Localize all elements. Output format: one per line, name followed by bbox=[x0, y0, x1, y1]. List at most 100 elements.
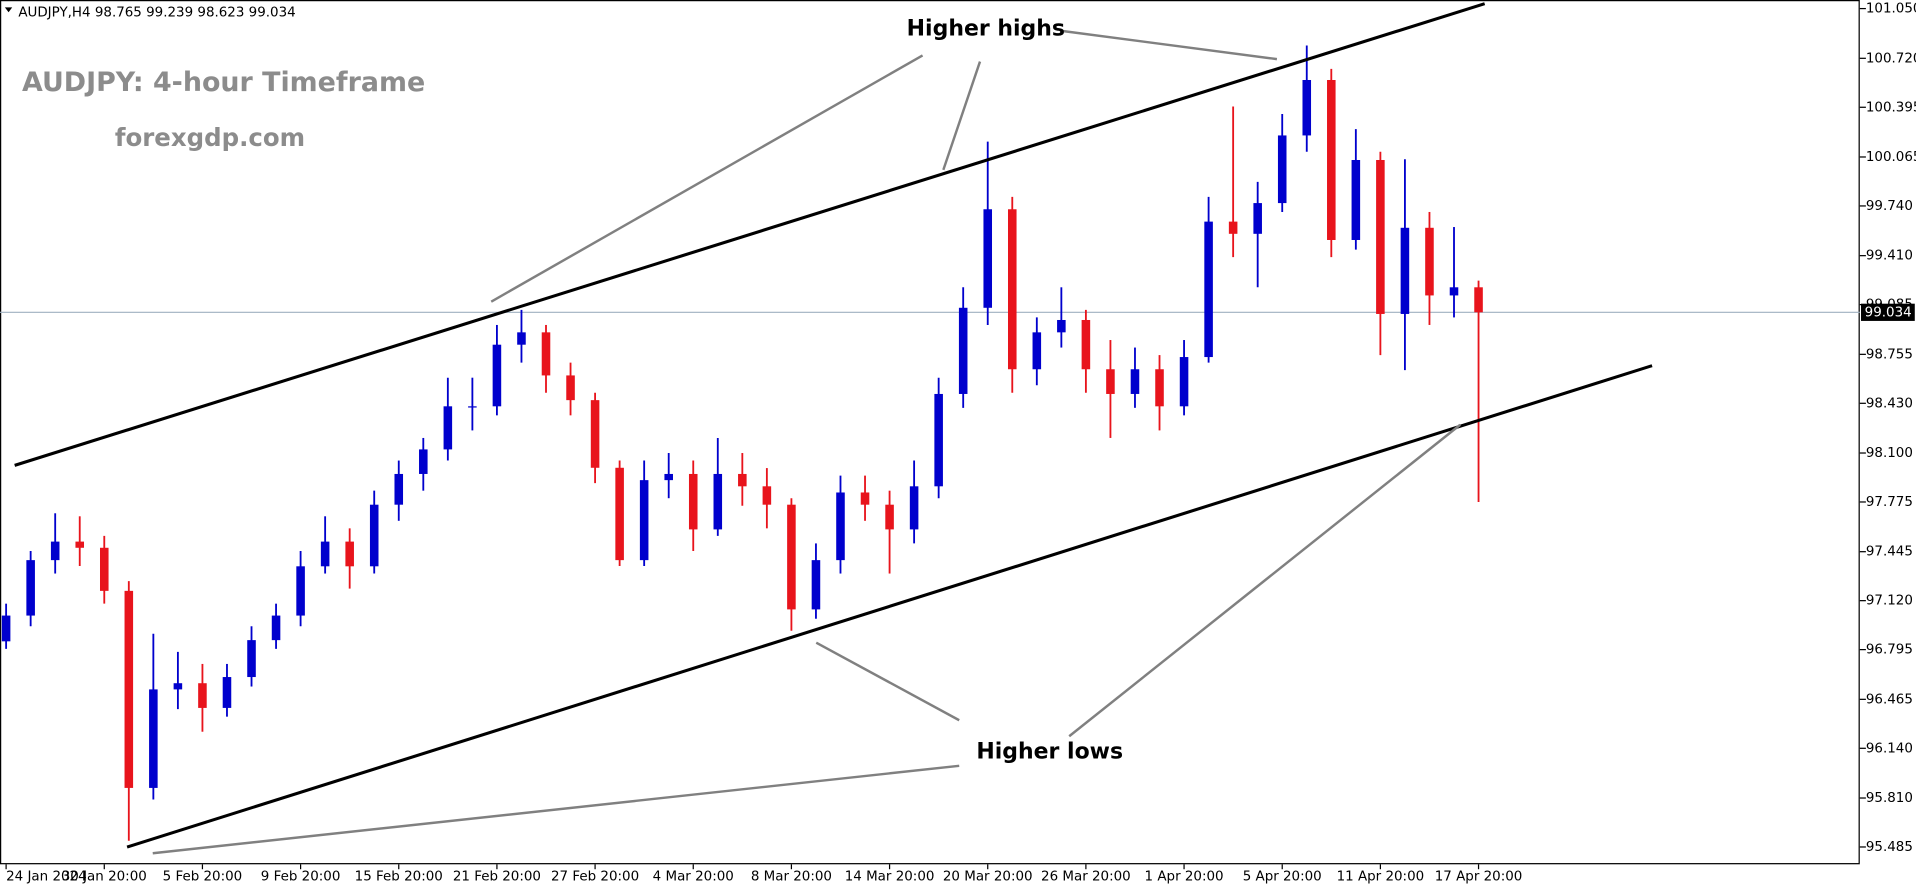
x-tick-label: 1 Apr 20:00 bbox=[1145, 869, 1224, 884]
y-tick-label: 98.100 bbox=[1866, 445, 1913, 461]
candle-body bbox=[885, 504, 894, 530]
pointer-line bbox=[1068, 423, 1461, 738]
candle-body bbox=[1228, 221, 1238, 234]
candle-body bbox=[615, 467, 624, 561]
candle-body bbox=[1277, 135, 1287, 204]
candle-body bbox=[1302, 79, 1312, 136]
candle-body bbox=[1130, 369, 1140, 394]
x-tick-label: 20 Mar 20:00 bbox=[943, 869, 1033, 884]
x-tick-label: 8 Mar 20:00 bbox=[751, 869, 832, 884]
upper-trendline bbox=[14, 2, 1486, 467]
chart-title: AUDJPY: 4-hour Timeframe bbox=[22, 67, 425, 98]
x-tick-label: 4 Mar 20:00 bbox=[653, 869, 734, 884]
candle-body bbox=[320, 541, 330, 567]
candle-body bbox=[99, 547, 109, 591]
plot-frame bbox=[0, 0, 1860, 865]
candle-body bbox=[713, 473, 723, 530]
candle-body bbox=[394, 473, 404, 505]
candle-body bbox=[738, 473, 747, 487]
candle-body bbox=[345, 541, 354, 567]
candle-body bbox=[1400, 227, 1410, 314]
candle-body bbox=[50, 541, 60, 561]
y-tick-label: 96.795 bbox=[1866, 642, 1913, 658]
candle-body bbox=[26, 560, 35, 616]
candle-body bbox=[369, 504, 379, 567]
candle-body bbox=[762, 486, 772, 505]
candle-body bbox=[492, 344, 502, 407]
candle-body bbox=[541, 332, 551, 376]
x-tick-label: 11 Apr 20:00 bbox=[1337, 869, 1425, 884]
candle-body bbox=[1449, 287, 1459, 296]
x-tick-label: 9 Feb 20:00 bbox=[261, 869, 341, 884]
pointer-line bbox=[490, 54, 924, 303]
x-tick-label: 24 Jan 2024 bbox=[6, 869, 87, 884]
candle-body bbox=[1, 615, 11, 642]
header-icon bbox=[4, 7, 13, 13]
x-tick-label: 27 Feb 20:00 bbox=[551, 869, 639, 884]
candle-body bbox=[419, 449, 428, 474]
candle-body bbox=[222, 677, 232, 708]
y-tick-label: 98.430 bbox=[1866, 395, 1913, 411]
y-tick-label: 96.465 bbox=[1866, 691, 1913, 707]
x-tick-label: 17 Apr 20:00 bbox=[1435, 869, 1523, 884]
candle-body bbox=[688, 473, 698, 530]
lower-trendline bbox=[126, 364, 1653, 849]
pointer-line bbox=[152, 764, 960, 855]
candle-body bbox=[173, 683, 183, 690]
header: AUDJPY,H4 98.765 99.239 98.623 99.034 bbox=[18, 4, 295, 20]
candle-body bbox=[1376, 159, 1385, 314]
candle-body bbox=[639, 480, 649, 561]
candle-body bbox=[909, 486, 919, 530]
y-tick-label: 99.410 bbox=[1866, 248, 1913, 264]
x-tick-label: 21 Feb 20:00 bbox=[453, 869, 541, 884]
pointer-line bbox=[942, 61, 982, 171]
candle-body bbox=[247, 640, 256, 678]
candle-body bbox=[198, 683, 207, 708]
candle-body bbox=[1351, 159, 1361, 240]
candle-body bbox=[590, 400, 600, 468]
candle-body bbox=[1155, 369, 1164, 407]
candle-body bbox=[1425, 227, 1434, 296]
pointer-line bbox=[815, 641, 960, 722]
chart-subtitle: forexgdp.com bbox=[115, 123, 305, 152]
x-tick-label: 5 Apr 20:00 bbox=[1243, 869, 1322, 884]
y-tick-label: 97.775 bbox=[1866, 494, 1913, 510]
candle-body bbox=[860, 492, 870, 505]
candle-body bbox=[124, 590, 134, 788]
candle-body bbox=[296, 566, 305, 616]
candle-body bbox=[1179, 357, 1189, 407]
candle-body bbox=[811, 560, 821, 610]
candle-body bbox=[1057, 319, 1066, 333]
y-tick-label: 98.755 bbox=[1866, 346, 1913, 362]
candle-body bbox=[1327, 79, 1336, 240]
candle-body bbox=[1474, 287, 1483, 313]
candle-body bbox=[443, 406, 453, 450]
candle-body bbox=[983, 209, 993, 308]
y-tick-label: 96.140 bbox=[1866, 740, 1913, 756]
x-tick-label: 5 Feb 20:00 bbox=[163, 869, 243, 884]
x-tick-label: 14 Mar 20:00 bbox=[845, 869, 935, 884]
x-tick-label: 26 Mar 20:00 bbox=[1041, 869, 1131, 884]
candle-body bbox=[517, 332, 526, 345]
candle-body bbox=[1032, 332, 1042, 370]
y-tick-label: 95.485 bbox=[1866, 839, 1913, 855]
y-tick-label: 97.445 bbox=[1866, 544, 1913, 560]
candle-body bbox=[468, 406, 477, 408]
candle-body bbox=[1253, 203, 1262, 234]
x-tick-label: 15 Feb 20:00 bbox=[355, 869, 443, 884]
candle-body bbox=[934, 393, 943, 487]
y-tick-label: 100.720 bbox=[1866, 50, 1916, 66]
x-tick-label: 30 Jan 20:00 bbox=[62, 869, 147, 884]
candle-body bbox=[664, 473, 673, 481]
candle-body bbox=[75, 541, 85, 548]
candle-body bbox=[1204, 221, 1213, 358]
price-label: 99.034 bbox=[1865, 304, 1912, 320]
annotation: Higher highs bbox=[907, 16, 1065, 41]
pointer-lines bbox=[152, 29, 1461, 855]
price-label-box bbox=[1861, 303, 1915, 321]
candle-body bbox=[787, 504, 796, 610]
candle-body bbox=[1081, 319, 1091, 370]
